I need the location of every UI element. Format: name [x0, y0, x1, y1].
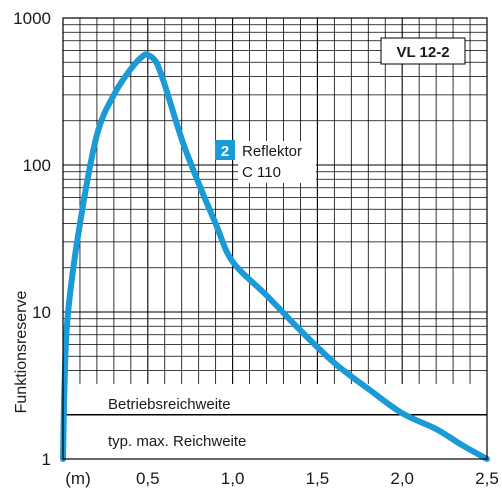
y-tick-label: 100 [23, 156, 51, 175]
series-number-badge [215, 140, 235, 160]
series-label-line1: Reflektor [242, 143, 302, 160]
x-tick-label: 1,0 [221, 469, 245, 488]
plot-frame [62, 17, 488, 460]
series-line [60, 51, 490, 462]
x-tick-label: 0,5 [136, 469, 160, 488]
series-label: 2 Reflektor C 110 [215, 140, 316, 183]
x-tick-label: 2,5 [475, 469, 499, 488]
x-tick-label: 2,0 [390, 469, 414, 488]
y-tick-label: 1000 [13, 9, 51, 28]
series-number: 2 [221, 143, 229, 160]
y-tick-label: 1 [42, 450, 51, 469]
max-range-label: typ. max. Reichweite [108, 433, 246, 450]
y-tick-label: 10 [32, 303, 51, 322]
axis-labels: Funktionsreserve (m) [13, 291, 91, 488]
x-tick-label: 1,5 [306, 469, 330, 488]
y-axis-label: Funktionsreserve [13, 291, 30, 414]
model-label-box: VL 12-2 [380, 37, 466, 65]
series-label-line2: C 110 [242, 164, 281, 181]
series-label-background [238, 141, 316, 183]
tick-labels: 0,5 1,0 1,5 2,0 2,5 1 10 100 1000 [13, 9, 499, 488]
model-label: VL 12-2 [396, 44, 449, 61]
operating-range-label: Betriebsreichweite [108, 396, 231, 413]
x-unit-label: (m) [65, 469, 90, 488]
model-label-frame [380, 37, 466, 65]
